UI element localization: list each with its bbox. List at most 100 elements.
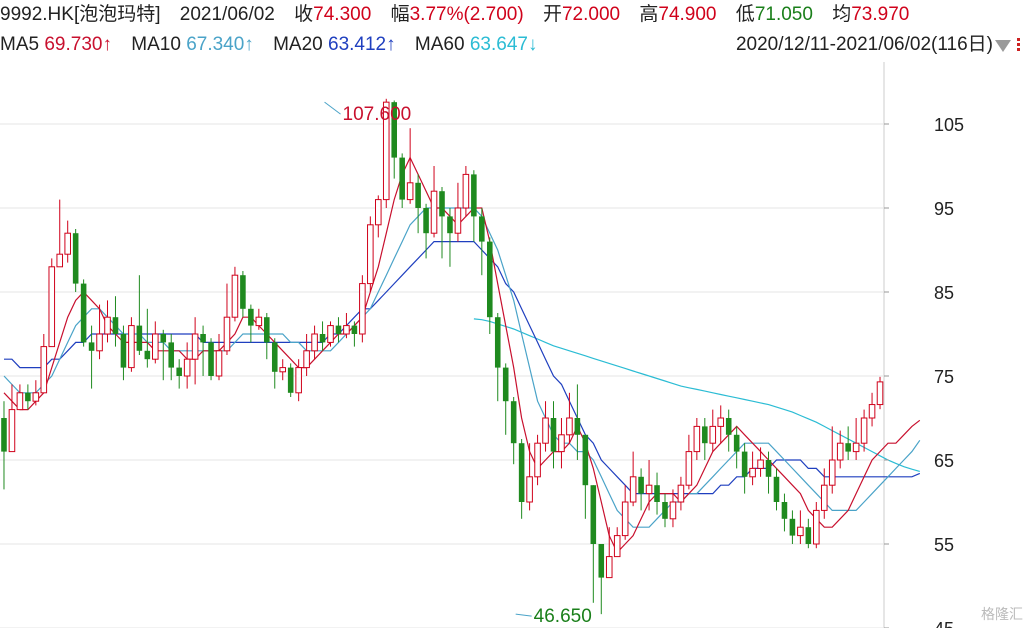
candle-body-down [741, 451, 748, 477]
candle-body-up [860, 417, 868, 444]
candle-body-down [781, 502, 788, 519]
candle-body-up [32, 392, 40, 402]
candle-body-up [56, 253, 64, 268]
candle-body-up [104, 316, 111, 335]
candle-body-up [152, 333, 159, 360]
candle-body-up [685, 451, 693, 486]
candle-body-up [868, 404, 876, 419]
ma20-line [4, 241, 921, 495]
candle-body-down [598, 544, 605, 578]
candle-body-up [629, 476, 637, 503]
candle-body-up [558, 434, 565, 453]
close-label: 收 [294, 4, 314, 25]
candle-body-down [351, 325, 358, 334]
low-value: 71.050 [754, 4, 813, 25]
candle-body-up [191, 333, 199, 360]
candle-body-down [271, 342, 278, 372]
ma20-layer [4, 241, 921, 495]
candle-body-down [518, 443, 525, 502]
candle-body-down [287, 367, 294, 393]
dropdown-arrow-icon[interactable] [995, 40, 1011, 52]
change-value: 3.77%(2.700) [409, 4, 524, 25]
candle-body-down [773, 476, 780, 502]
candle-body-up [311, 333, 318, 352]
candle-body-down [264, 317, 270, 343]
candle-body-up [669, 501, 677, 520]
candle-body-up [327, 325, 334, 343]
annotation-arrow [515, 613, 532, 617]
candle-body-up [96, 333, 103, 352]
candle-body-up [693, 425, 701, 453]
candle-body-up [836, 442, 844, 461]
quote-date: 2021/06/02 [179, 4, 275, 25]
stock-symbol[interactable]: 9992.HK[泡泡玛特] [0, 4, 161, 25]
candle-body-up [876, 381, 884, 406]
candle-body-up [645, 484, 653, 495]
candle-body-down [510, 401, 517, 444]
y-tick-label: 75 [934, 367, 954, 387]
candle-body-down [439, 191, 445, 217]
candle-body-up [231, 274, 239, 318]
candle-body-up [677, 484, 685, 503]
candle-body-down [494, 317, 501, 368]
candle-body-up [613, 535, 621, 558]
ma5-line [3, 156, 921, 554]
candle-body-down [208, 342, 214, 376]
avg-value: 73.970 [851, 4, 910, 25]
open-label: 开 [542, 4, 562, 25]
candle-body-down [486, 241, 493, 318]
y-tick-label: 85 [934, 283, 954, 303]
candle-body-down [25, 392, 31, 402]
candle-body-up [526, 476, 533, 503]
annotation-label: 107.600 [343, 104, 412, 125]
candle-body-down [638, 476, 644, 494]
candle-body-down [240, 275, 246, 309]
candle-body-up [717, 417, 725, 427]
candle-body-up [406, 182, 414, 201]
ma60-label: MA60 [414, 34, 465, 55]
candle-body-down [479, 216, 485, 242]
candle-body-down [391, 102, 398, 158]
y-tick-label: 105 [934, 115, 964, 135]
candle-body-up [820, 484, 828, 511]
candle-layer [1, 98, 884, 615]
y-tick-label: 95 [934, 199, 954, 219]
ma20-value: 63.412↑ [328, 34, 396, 55]
candle-body-up [621, 501, 629, 537]
candle-body-up [605, 556, 613, 579]
candle-body-up [128, 325, 135, 369]
ma10-line [3, 207, 921, 528]
candle-body-up [48, 266, 56, 348]
y-tick-label: 65 [934, 451, 954, 471]
candle-body-up [454, 207, 462, 234]
candle-body-down [399, 157, 405, 200]
candle-body-down [654, 485, 660, 502]
candle-body-down [144, 350, 151, 360]
candle-body-up [359, 283, 366, 335]
candle-body-up [255, 316, 263, 327]
candle-body-up [430, 190, 438, 234]
more-options-icon[interactable] [1013, 38, 1025, 54]
y-axis: 45 55 65 75 85 95 105 [884, 115, 964, 628]
candle-body-up [295, 367, 302, 394]
date-range-selector[interactable]: 2020/12/11-2021/06/02(116日) [735, 34, 993, 55]
candle-body-up [40, 346, 48, 394]
candle-body-down [88, 342, 95, 351]
candle-body-down [765, 460, 772, 477]
moving-average-bar: MA5 69.730↑ MA10 67.340↑ MA20 63.412↑ MA… [0, 30, 1027, 60]
ma20-label: MA20 [273, 34, 323, 55]
candle-body-down [502, 367, 509, 402]
candlestick-chart[interactable]: 107.600 46.650 45 55 65 75 85 95 105 [0, 62, 1027, 628]
ma60-layer [473, 318, 920, 472]
candle-body-up [367, 224, 374, 285]
candle-body-down [471, 174, 477, 217]
ma10-layer [3, 207, 921, 528]
high-label: 高 [639, 4, 659, 25]
candle-body-down [789, 518, 796, 536]
candle-body-down [447, 216, 453, 234]
candle-body-up [813, 509, 820, 545]
annotation-arrow [324, 101, 341, 115]
candle-body-up [303, 350, 310, 369]
quote-info-bar: 9992.HK[泡泡玛特] 2021/06/02 收74.300 幅3.77%(… [0, 0, 1027, 30]
candle-body-up [343, 325, 350, 335]
